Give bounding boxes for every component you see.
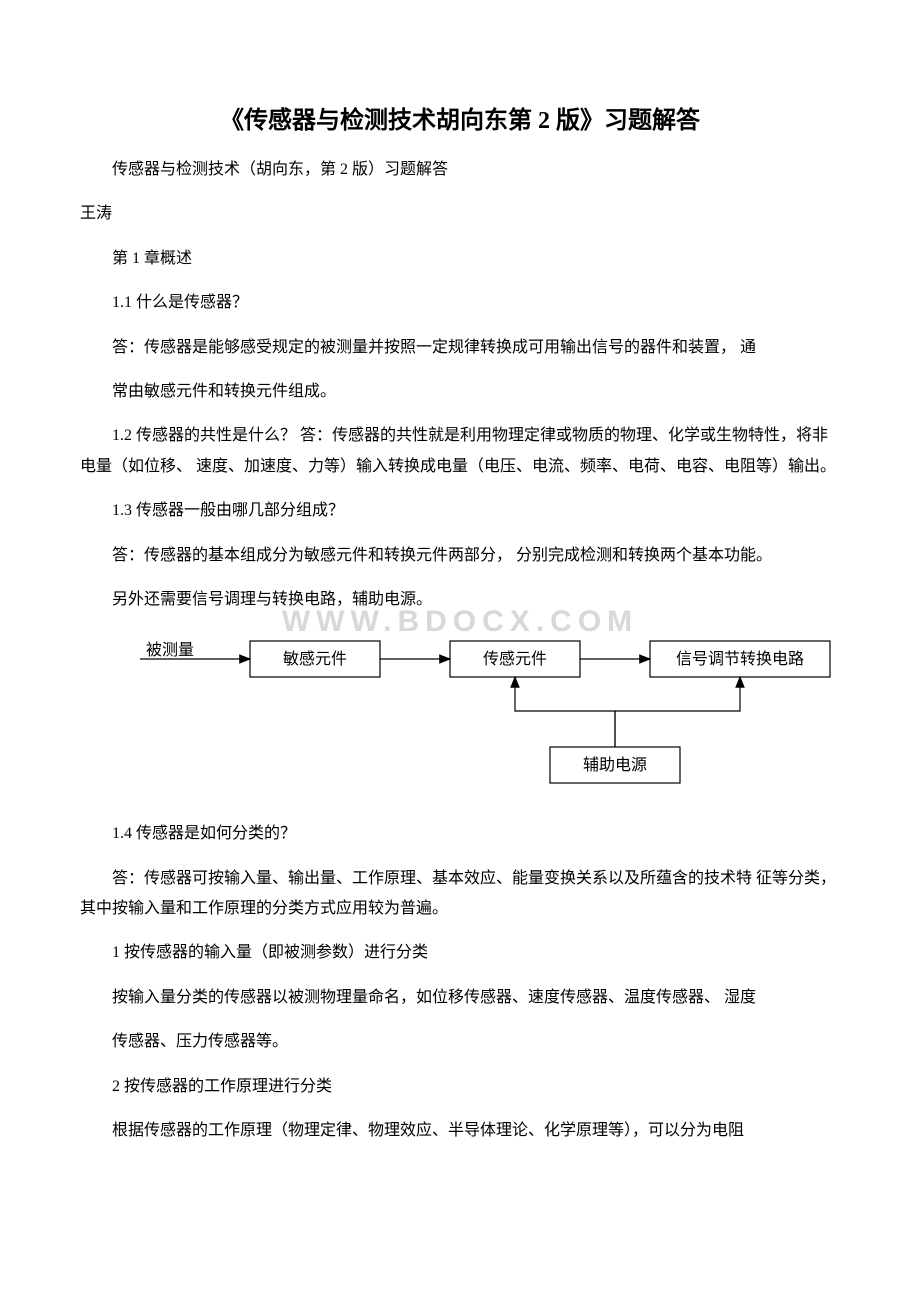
paragraph: 按输入量分类的传感器以被测物理量命名，如位移传感器、速度传感器、温度传感器、 湿… bbox=[80, 983, 840, 1013]
svg-text:传感元件: 传感元件 bbox=[483, 650, 547, 668]
paragraph: 1.2 传感器的共性是什么？ 答：传感器的共性就是利用物理定律或物质的物理、化学… bbox=[80, 421, 840, 482]
paragraph: 答：传感器是能够感受规定的被测量并按照一定规律转换成可用输出信号的器件和装置， … bbox=[80, 333, 840, 363]
sensor-block-diagram: 被测量敏感元件 传感元件 信号调节转换电路辅助电源 bbox=[80, 629, 840, 799]
paragraph: 传感器与检测技术（胡向东，第 2 版）习题解答 bbox=[80, 155, 840, 185]
paragraph: 根据传感器的工作原理（物理定律、物理效应、半导体理论、化学原理等），可以分为电阻 bbox=[80, 1116, 840, 1146]
author-line: 王涛 bbox=[80, 199, 840, 229]
paragraph: 1.4 传感器是如何分类的？ bbox=[80, 819, 840, 849]
svg-text:被测量: 被测量 bbox=[146, 641, 194, 659]
svg-text:辅助电源: 辅助电源 bbox=[583, 756, 647, 774]
paragraph: 1 按传感器的输入量（即被测参数）进行分类 bbox=[80, 938, 840, 968]
paragraph: 传感器、压力传感器等。 bbox=[80, 1027, 840, 1057]
paragraph: 答：传感器的基本组成分为敏感元件和转换元件两部分， 分别完成检测和转换两个基本功… bbox=[80, 541, 840, 571]
document-title: 《传感器与检测技术胡向东第 2 版》习题解答 bbox=[80, 100, 840, 135]
svg-text:敏感元件: 敏感元件 bbox=[283, 650, 347, 668]
svg-text:信号调节转换电路: 信号调节转换电路 bbox=[676, 650, 804, 668]
paragraph: 1.1 什么是传感器？ bbox=[80, 288, 840, 318]
paragraph: 另外还需要信号调理与转换电路，辅助电源。 bbox=[80, 585, 840, 615]
paragraph: 答：传感器可按输入量、输出量、工作原理、基本效应、能量变换关系以及所蕴含的技术特… bbox=[80, 864, 840, 925]
paragraph: 1.3 传感器一般由哪几部分组成？ bbox=[80, 496, 840, 526]
paragraph: 第 1 章概述 bbox=[80, 244, 840, 274]
paragraph: 2 按传感器的工作原理进行分类 bbox=[80, 1072, 840, 1102]
paragraph: 常由敏感元件和转换元件组成。 bbox=[80, 377, 840, 407]
diagram-svg: 被测量敏感元件 传感元件 信号调节转换电路辅助电源 bbox=[80, 629, 840, 799]
